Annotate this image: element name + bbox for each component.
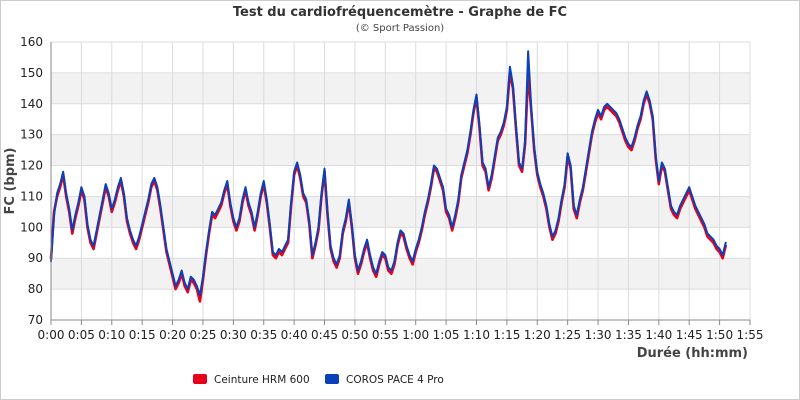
x-tick-label: 1:25 [554, 328, 581, 342]
x-tick-label: 0:20 [159, 328, 186, 342]
x-tick-label: 0:45 [311, 328, 338, 342]
chart-subtitle: (© Sport Passion) [356, 23, 444, 34]
x-tick-label: 0:30 [220, 328, 247, 342]
x-axis-ticks: 0:00 0:05 0:10 0:15 0:20 0:25 0:30 0:35 0:40 0:45… [38, 320, 764, 342]
legend-swatch-hrm600 [193, 374, 207, 384]
axes [50, 42, 750, 321]
y-tick-label: 140 [20, 97, 43, 111]
x-tick-label: 0:10 [98, 328, 125, 342]
x-tick-label: 1:30 [585, 328, 612, 342]
x-tick-label: 0:50 [341, 328, 368, 342]
y-tick-label: 160 [20, 35, 43, 49]
x-tick-label: 0:25 [189, 328, 216, 342]
y-tick-label: 150 [20, 66, 43, 80]
x-tick-label: 0:15 [129, 328, 156, 342]
background-band [51, 258, 750, 290]
legend-label-hrm600: Ceinture HRM 600 [214, 374, 310, 386]
y-tick-label: 100 [20, 220, 43, 234]
x-tick-label: 1:35 [615, 328, 642, 342]
x-tick-label: 1:50 [706, 328, 733, 342]
y-tick-label: 80 [28, 282, 43, 296]
background-band [51, 72, 750, 104]
x-tick-label: 0:35 [250, 328, 277, 342]
x-tick-label: 0:40 [281, 328, 308, 342]
x-tick-label: 1:10 [463, 328, 490, 342]
y-tick-label: 70 [28, 313, 43, 327]
x-tick-label: 1:15 [493, 328, 520, 342]
x-tick-label: 1:20 [524, 328, 551, 342]
y-tick-label: 120 [20, 159, 43, 173]
x-tick-label: 0:00 [38, 328, 65, 342]
series-layer [49, 50, 727, 303]
x-tick-label: 1:05 [433, 328, 460, 342]
x-axis-label: Durée (hh:mm) [637, 346, 748, 361]
y-axis-label: FC (bpm) [3, 148, 18, 215]
legend-swatch-coros [325, 374, 339, 384]
background-band [51, 134, 750, 166]
y-tick-label: 110 [20, 189, 43, 203]
series-line-1 [50, 50, 727, 297]
chart-title: Test du cardiofréquencemètre - Graphe de… [233, 5, 567, 20]
x-tick-label: 1:55 [737, 328, 764, 342]
chart-legend: Ceinture HRM 600 COROS PACE 4 Pro [193, 374, 444, 386]
y-axis-ticks: 70 80 90 100 110 120 130 140 150 160 [20, 35, 43, 327]
y-tick-label: 90 [28, 251, 43, 265]
background-band [51, 196, 750, 228]
x-tick-label: 1:00 [402, 328, 429, 342]
legend-label-coros: COROS PACE 4 Pro [346, 374, 444, 386]
x-tick-label: 1:45 [676, 328, 703, 342]
y-tick-label: 130 [20, 128, 43, 142]
x-tick-label: 0:55 [372, 328, 399, 342]
x-tick-label: 0:05 [68, 328, 95, 342]
x-tick-label: 1:40 [645, 328, 672, 342]
